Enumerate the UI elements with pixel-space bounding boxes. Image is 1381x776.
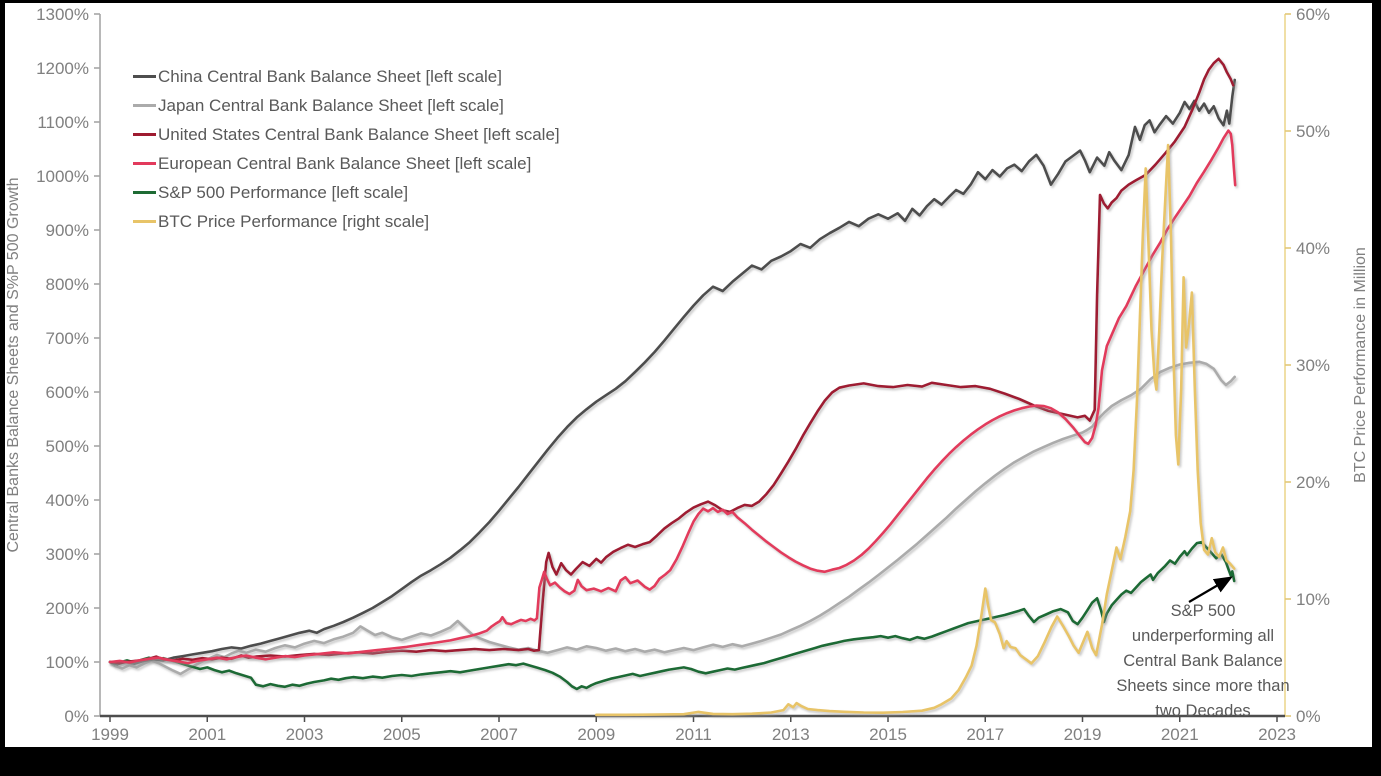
right-axis-tick-label: 20% bbox=[1296, 473, 1330, 492]
legend-item-btc: BTC Price Performance [right scale] bbox=[133, 207, 560, 236]
x-axis-tick-label: 2011 bbox=[675, 725, 712, 744]
left-axis-tick-label: 1100% bbox=[37, 113, 89, 132]
right-axis-tick-label: 30% bbox=[1296, 356, 1330, 375]
series-lines bbox=[108, 57, 1237, 717]
x-axis-tick-label: 2017 bbox=[966, 725, 1004, 744]
us-line-swatch-icon bbox=[133, 133, 156, 136]
left-axis-tick-label: 1000% bbox=[36, 167, 89, 186]
right-axis-tick-label: 40% bbox=[1296, 239, 1330, 258]
axes: 0% 100% 200% 300% 400% 500% 600% 700% 800% 900% 10… bbox=[36, 5, 1330, 744]
annotation-arrow bbox=[1188, 576, 1233, 603]
right-axis-tick-label: 10% bbox=[1296, 590, 1330, 609]
china-line-swatch-icon bbox=[133, 75, 156, 78]
annotation-line: Sheets since more than bbox=[1116, 677, 1290, 695]
x-axis-tick-label: 2021 bbox=[1161, 725, 1199, 744]
legend-label: United States Central Bank Balance Sheet… bbox=[158, 124, 560, 144]
left-axis-tick-label: 800% bbox=[46, 275, 89, 294]
left-axis-tick-label: 300% bbox=[46, 545, 89, 564]
series-ecb-line bbox=[108, 129, 1237, 665]
legend-label: China Central Bank Balance Sheet [left s… bbox=[158, 66, 502, 86]
x-axis-tick-label: 2009 bbox=[577, 725, 615, 744]
right-axis-tick-label: 0% bbox=[1296, 707, 1321, 726]
left-axis-tick-label: 100% bbox=[46, 653, 89, 672]
x-axis-tick-label: 2005 bbox=[383, 725, 421, 744]
japan-line-swatch-icon bbox=[133, 104, 156, 107]
left-axis-title: Central Banks Balance Sheets and S%P 500… bbox=[5, 177, 22, 552]
left-axis-tick-label: 200% bbox=[46, 599, 89, 618]
x-axis-tick-label: 1999 bbox=[91, 725, 129, 744]
x-axis-tick-label: 2015 bbox=[869, 725, 907, 744]
series-sp500-line bbox=[108, 540, 1236, 691]
annotation-text: S&P 500 underperforming all Central Bank… bbox=[1093, 599, 1313, 724]
legend-item-japan: Japan Central Bank Balance Sheet [left s… bbox=[133, 91, 560, 120]
series-china-line bbox=[108, 78, 1236, 666]
right-axis-title: BTC Price Performance in Million bbox=[1352, 247, 1369, 483]
legend-label: S&P 500 Performance [left scale] bbox=[158, 182, 409, 202]
legend-item-sp500: S&P 500 Performance [left scale] bbox=[133, 178, 560, 207]
left-axis-tick-label: 400% bbox=[46, 491, 89, 510]
x-axis-tick-label: 2007 bbox=[480, 725, 518, 744]
left-axis-tick-label: 700% bbox=[46, 329, 89, 348]
annotation-line: S&P 500 bbox=[1170, 602, 1236, 620]
annotation-line: underperforming all bbox=[1131, 627, 1275, 645]
series-japan-line bbox=[108, 360, 1236, 676]
legend-label: Japan Central Bank Balance Sheet [left s… bbox=[158, 95, 504, 115]
annotation-line: Central Bank Balance bbox=[1123, 652, 1283, 670]
ecb-line-swatch-icon bbox=[133, 162, 156, 165]
left-axis-tick-label: 600% bbox=[46, 383, 89, 402]
x-axis-tick-label: 2001 bbox=[188, 725, 226, 744]
legend-item-ecb: European Central Bank Balance Sheet [lef… bbox=[133, 149, 560, 178]
x-axis-tick-label: 2003 bbox=[286, 725, 324, 744]
right-axis-tick-label: 50% bbox=[1296, 122, 1330, 141]
x-axis-tick-label: 2023 bbox=[1258, 725, 1296, 744]
left-axis-tick-label: 1300% bbox=[36, 5, 89, 24]
left-axis-tick-label: 500% bbox=[46, 437, 89, 456]
x-axis-tick-label: 2019 bbox=[1064, 725, 1102, 744]
series-us-line bbox=[108, 57, 1235, 665]
annotation-line: two Decades bbox=[1155, 702, 1251, 720]
legend: China Central Bank Balance Sheet [left s… bbox=[133, 62, 560, 236]
legend-label: BTC Price Performance [right scale] bbox=[158, 211, 430, 231]
left-axis-tick-label: 900% bbox=[46, 221, 89, 240]
sp500-line-swatch-icon bbox=[133, 191, 156, 194]
right-axis-tick-label: 60% bbox=[1296, 5, 1330, 24]
left-axis-tick-label: 0% bbox=[64, 707, 89, 726]
legend-label: European Central Bank Balance Sheet [lef… bbox=[158, 153, 532, 173]
left-axis-tick-label: 1200% bbox=[36, 59, 89, 78]
legend-item-china: China Central Bank Balance Sheet [left s… bbox=[133, 62, 560, 91]
btc-line-swatch-icon bbox=[133, 220, 156, 223]
series-btc-line bbox=[594, 143, 1236, 717]
x-axis-tick-label: 2013 bbox=[772, 725, 810, 744]
legend-item-us: United States Central Bank Balance Sheet… bbox=[133, 120, 560, 149]
